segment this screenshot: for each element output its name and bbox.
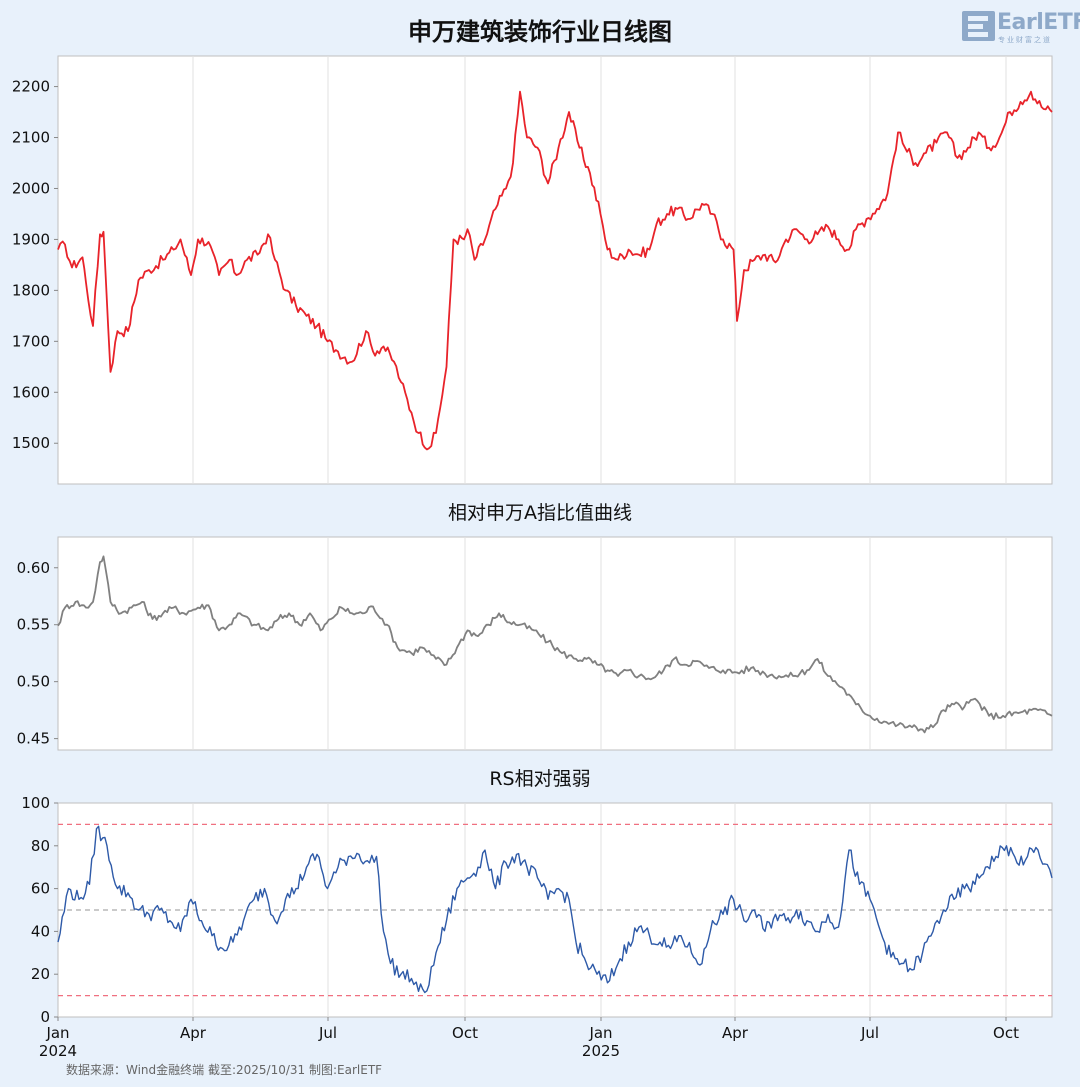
- y-tick-label-price: 1800: [12, 281, 50, 299]
- y-tick-label-ratio: 0.55: [17, 616, 50, 634]
- logo-text: EarlETF: [997, 10, 1080, 35]
- x-tick-label: 2025: [582, 1042, 620, 1060]
- y-tick-label-price: 1500: [12, 434, 50, 452]
- earletf-logo: EarlETF 专业财富之道: [962, 8, 1080, 46]
- y-tick-label-rs: 100: [21, 794, 50, 812]
- rs-chart-title: RS相对强弱: [489, 768, 591, 790]
- x-tick-label: Jan: [45, 1024, 69, 1042]
- y-tick-label-price: 1900: [12, 230, 50, 248]
- logo-mark-icon: [962, 11, 995, 41]
- x-tick-label: Jan: [588, 1024, 612, 1042]
- y-tick-label-ratio: 0.50: [17, 673, 50, 691]
- y-tick-label-rs: 80: [31, 837, 50, 855]
- y-tick-label-rs: 0: [40, 1008, 50, 1026]
- x-tick-label: 2024: [39, 1042, 77, 1060]
- x-tick-label: Oct: [993, 1024, 1019, 1042]
- x-tick-label: Apr: [180, 1024, 207, 1042]
- x-tick-label: Jul: [318, 1024, 337, 1042]
- logo-subtitle: 专业财富之道: [998, 36, 1052, 44]
- source-footer: 数据来源：Wind金融终端 截至:2025/10/31 制图:EarlETF: [66, 1063, 383, 1077]
- plot-area-price: [57, 55, 1053, 485]
- x-tick-label: Apr: [722, 1024, 749, 1042]
- y-tick-label-rs: 20: [31, 965, 50, 983]
- y-tick-label-price: 2000: [12, 179, 50, 197]
- y-tick-label-rs: 60: [31, 880, 50, 898]
- main-chart-title: 申万建筑装饰行业日线图: [408, 18, 672, 46]
- y-tick-label-price: 2100: [12, 129, 50, 147]
- series-line-ratio: [57, 555, 1053, 734]
- y-tick-label-ratio: 0.45: [17, 730, 50, 748]
- series-line-rs: [57, 825, 1053, 994]
- y-tick-label-price: 2200: [12, 78, 50, 96]
- series-line-price: [57, 90, 1053, 451]
- y-tick-label-ratio: 0.60: [17, 559, 50, 577]
- plot-area-ratio: [57, 536, 1053, 751]
- x-tick-label: Jul: [860, 1024, 879, 1042]
- y-tick-label-price: 1700: [12, 332, 50, 350]
- y-tick-label-price: 1600: [12, 383, 50, 401]
- ratio-chart-title: 相对申万A指比值曲线: [448, 502, 632, 524]
- y-tick-label-rs: 40: [31, 922, 50, 940]
- x-tick-label: Oct: [452, 1024, 478, 1042]
